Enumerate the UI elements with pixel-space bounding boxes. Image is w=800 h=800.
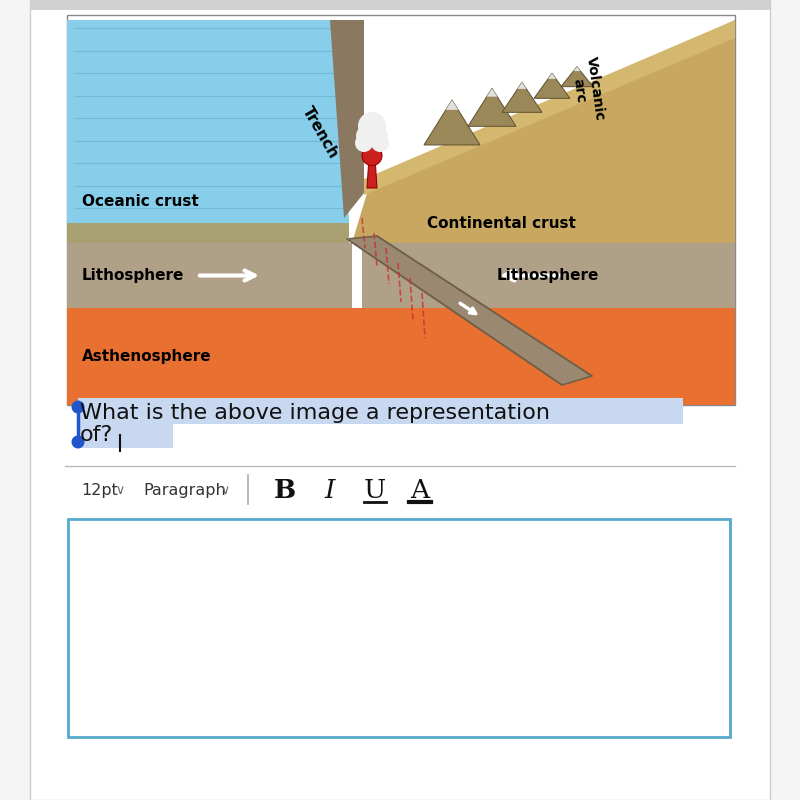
Bar xyxy=(67,308,735,405)
Polygon shape xyxy=(362,243,735,308)
Text: Oceanic crust: Oceanic crust xyxy=(82,194,198,209)
Polygon shape xyxy=(486,88,498,97)
Text: U: U xyxy=(364,478,386,502)
Text: 12pt: 12pt xyxy=(82,482,118,498)
Text: A: A xyxy=(410,478,430,502)
Polygon shape xyxy=(67,223,349,243)
Bar xyxy=(78,422,173,448)
Polygon shape xyxy=(468,88,516,126)
Circle shape xyxy=(358,112,386,140)
Polygon shape xyxy=(330,20,364,218)
Bar xyxy=(67,15,735,405)
Text: Lithosphere: Lithosphere xyxy=(82,268,184,283)
Text: Asthenosphere: Asthenosphere xyxy=(82,350,212,365)
Text: Lithosphere: Lithosphere xyxy=(497,268,599,283)
Text: Volcanic
arc: Volcanic arc xyxy=(567,55,606,123)
Circle shape xyxy=(366,125,388,147)
Polygon shape xyxy=(574,66,581,71)
Text: Paragraph: Paragraph xyxy=(144,482,226,498)
Circle shape xyxy=(71,401,85,414)
Text: Continental crust: Continental crust xyxy=(427,215,576,230)
Polygon shape xyxy=(548,74,556,79)
Polygon shape xyxy=(561,66,593,86)
Text: What is the above image a representation: What is the above image a representation xyxy=(80,403,550,423)
Circle shape xyxy=(371,134,389,152)
Circle shape xyxy=(356,125,378,147)
Bar xyxy=(78,398,683,424)
Text: B: B xyxy=(274,478,296,502)
Polygon shape xyxy=(502,82,542,112)
Polygon shape xyxy=(67,20,349,223)
Circle shape xyxy=(355,134,373,152)
Circle shape xyxy=(362,146,382,166)
Polygon shape xyxy=(534,74,570,98)
Polygon shape xyxy=(424,100,480,145)
Polygon shape xyxy=(347,236,592,385)
Bar xyxy=(30,0,770,10)
Polygon shape xyxy=(446,100,458,110)
Text: Trench: Trench xyxy=(299,104,341,162)
Text: ∨: ∨ xyxy=(221,483,230,497)
Text: I: I xyxy=(325,478,335,502)
Polygon shape xyxy=(518,82,526,89)
Circle shape xyxy=(71,435,85,449)
Text: of?: of? xyxy=(80,425,114,445)
Polygon shape xyxy=(67,243,352,308)
Polygon shape xyxy=(364,20,735,195)
Text: ∨: ∨ xyxy=(115,483,125,497)
Polygon shape xyxy=(367,158,377,188)
Polygon shape xyxy=(352,20,735,243)
Bar xyxy=(68,519,730,737)
